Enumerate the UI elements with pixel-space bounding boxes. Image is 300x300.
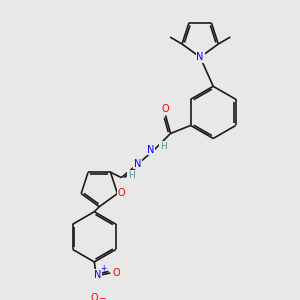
Text: O: O (118, 188, 125, 197)
Text: N: N (94, 270, 101, 280)
Text: N: N (147, 145, 154, 154)
Text: H: H (160, 142, 167, 151)
Text: N: N (196, 52, 204, 62)
Text: N: N (134, 159, 141, 169)
Text: O: O (91, 293, 98, 300)
Text: O: O (112, 268, 120, 278)
Text: O: O (162, 104, 169, 114)
Text: H: H (128, 171, 135, 180)
Text: −: − (98, 293, 105, 300)
Text: +: + (100, 264, 106, 273)
